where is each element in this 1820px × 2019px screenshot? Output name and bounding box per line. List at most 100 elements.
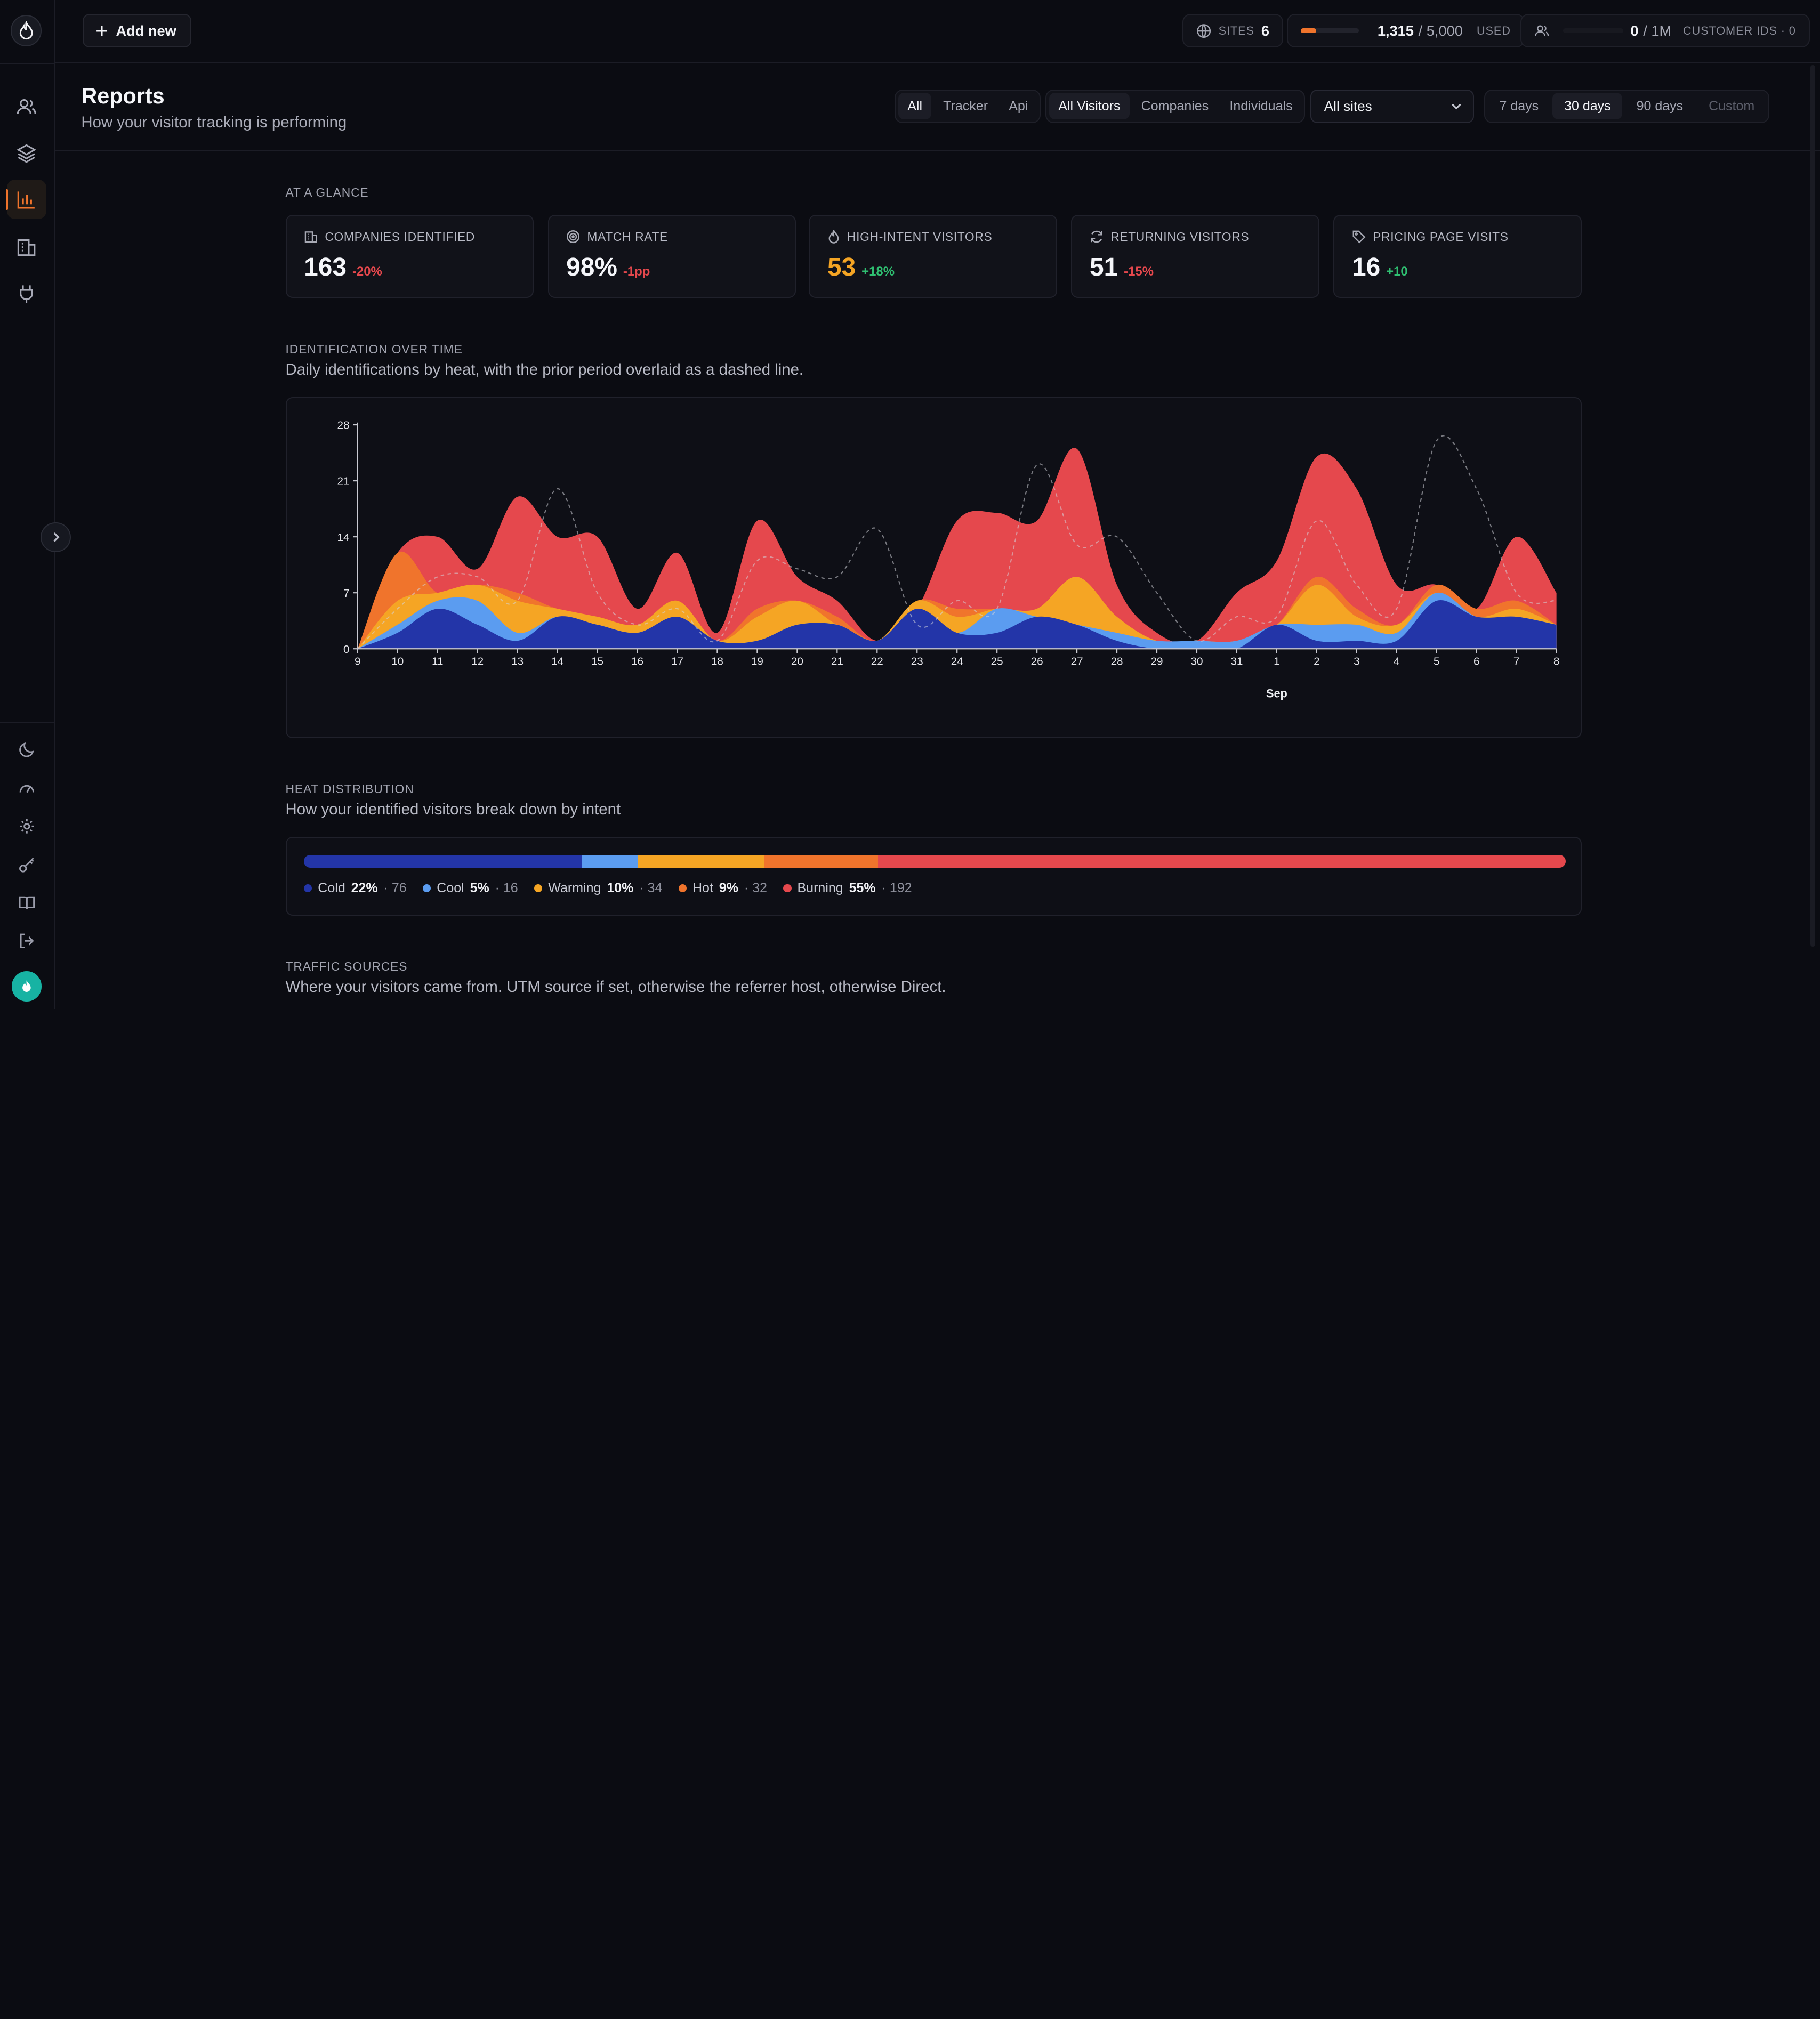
kpi-value: 163 — [304, 253, 347, 282]
heat-segment-hot[interactable] — [764, 855, 878, 868]
x-axis-label: Sep — [1266, 687, 1287, 700]
sidebar-expand-button[interactable] — [41, 522, 71, 553]
site-select[interactable]: All sites — [1310, 89, 1474, 123]
x-tick-label: 5 — [1434, 655, 1440, 667]
heat-legend-item: Warming 10% · 34 — [534, 881, 662, 896]
legend-count: · 16 — [495, 881, 518, 896]
x-tick-label: 9 — [355, 655, 361, 667]
flame-icon — [22, 980, 31, 992]
y-tick-label: 7 — [343, 587, 350, 599]
usage-progress — [1301, 28, 1359, 34]
layers-icon — [17, 144, 37, 163]
x-tick-label: 11 — [432, 655, 443, 667]
nav-reports[interactable] — [5, 180, 47, 220]
logo[interactable] — [10, 15, 42, 47]
topbar: Add new SITES 6 1,315 / 5,000 USED 0 / 1… — [55, 0, 1820, 63]
identification-description: Daily identifications by heat, with the … — [285, 361, 804, 379]
legend-name: Hot — [692, 881, 713, 896]
api-keys-button[interactable] — [14, 852, 39, 877]
nav-companies[interactable] — [7, 228, 46, 267]
legend-dot — [304, 884, 312, 893]
customer-ids-pill[interactable]: 0 / 1M CUSTOMER IDS · 0 — [1520, 14, 1810, 48]
customers-used: 0 — [1630, 22, 1639, 39]
heat-segment-cold[interactable] — [304, 855, 582, 868]
kpi-delta: -20% — [352, 264, 382, 279]
traffic-label: TRAFFIC SOURCES — [285, 959, 408, 974]
nav-integrations[interactable] — [7, 274, 46, 313]
range-90-days[interactable]: 90 days — [1636, 98, 1684, 114]
usage-total: / 5,000 — [1418, 22, 1463, 39]
heat-label: HEAT DISTRIBUTION — [285, 782, 414, 796]
moon-icon — [19, 742, 34, 757]
legend-name: Cool — [437, 881, 464, 896]
bar-chart-icon — [18, 191, 35, 209]
building-icon — [304, 231, 317, 243]
gear-icon — [19, 819, 34, 834]
source-filter-api[interactable]: Api — [1009, 98, 1028, 114]
identification-label: IDENTIFICATION OVER TIME — [285, 342, 463, 357]
add-new-button[interactable]: Add new — [82, 14, 191, 48]
theme-toggle[interactable] — [14, 737, 39, 762]
y-tick-label: 21 — [337, 475, 349, 487]
logout-button[interactable] — [14, 928, 39, 954]
x-tick-label: 25 — [990, 655, 1003, 667]
kpi-label: MATCH RATE — [587, 229, 668, 244]
kpi-value: 16 — [1352, 253, 1381, 282]
x-tick-label: 14 — [551, 655, 563, 667]
avatar[interactable] — [11, 971, 42, 1002]
customers-total: / 1M — [1643, 22, 1672, 39]
kpi-value-row: 16 +10 — [1352, 253, 1408, 282]
speed-button[interactable] — [14, 775, 39, 801]
legend-count: · 34 — [639, 881, 663, 896]
source-filter-all[interactable]: All — [898, 93, 932, 120]
sites-pill[interactable]: SITES 6 — [1182, 14, 1283, 48]
x-tick-label: 21 — [831, 655, 843, 667]
flame-icon — [828, 230, 839, 244]
nav-layers[interactable] — [7, 133, 46, 173]
range-filter: 7 days 30 days 90 days Custom — [1484, 89, 1770, 123]
building-icon — [18, 239, 36, 256]
area-cold — [357, 600, 1557, 649]
x-tick-label: 27 — [1070, 655, 1083, 667]
legend-dot — [423, 884, 431, 893]
heat-segment-cool[interactable] — [581, 855, 639, 868]
usage-pill[interactable]: 1,315 / 5,000 USED — [1287, 14, 1525, 48]
kpi-label: COMPANIES IDENTIFIED — [325, 229, 476, 244]
x-tick-label: 8 — [1553, 655, 1559, 667]
customers-label: CUSTOMER IDS · 0 — [1682, 23, 1796, 37]
audience-filter-individuals[interactable]: Individuals — [1229, 98, 1293, 114]
docs-button[interactable] — [14, 890, 39, 916]
x-tick-label: 10 — [391, 655, 404, 667]
heat-segment-warming[interactable] — [638, 855, 764, 868]
kpi-value-row: 51 -15% — [1090, 253, 1154, 282]
kpi-delta: -15% — [1124, 264, 1154, 279]
kpi-delta: +10 — [1386, 264, 1408, 279]
x-tick-label: 24 — [951, 655, 963, 667]
nav-visitors[interactable] — [7, 87, 46, 126]
kpi-header: PRICING PAGE VISITS — [1352, 230, 1509, 244]
flame-logo-icon — [19, 21, 33, 40]
x-tick-label: 16 — [631, 655, 643, 667]
book-icon — [19, 897, 35, 910]
target-icon — [567, 230, 580, 244]
range-30-days[interactable]: 30 days — [1552, 93, 1623, 120]
tag-icon — [1352, 230, 1366, 244]
sidebar-divider — [0, 722, 56, 723]
audience-filter-all-visitors[interactable]: All Visitors — [1049, 93, 1130, 120]
settings-button[interactable] — [14, 813, 39, 839]
plug-icon — [20, 285, 34, 303]
audience-filter-companies[interactable]: Companies — [1141, 98, 1209, 114]
source-filter-tracker[interactable]: Tracker — [943, 98, 988, 114]
y-tick-label: 0 — [343, 643, 350, 655]
page-title: Reports — [81, 83, 165, 108]
legend-percent: 5% — [470, 881, 489, 896]
kpi-card: PRICING PAGE VISITS 16 +10 — [1333, 214, 1582, 298]
heat-segment-burning[interactable] — [877, 855, 1566, 868]
sites-count: 6 — [1261, 22, 1270, 39]
page-header: Reports How your visitor tracking is per… — [55, 63, 1820, 151]
range-custom[interactable]: Custom — [1709, 98, 1755, 114]
scrollbar[interactable] — [1810, 64, 1815, 947]
add-new-label: Add new — [116, 22, 176, 39]
range-7-days[interactable]: 7 days — [1499, 98, 1539, 114]
